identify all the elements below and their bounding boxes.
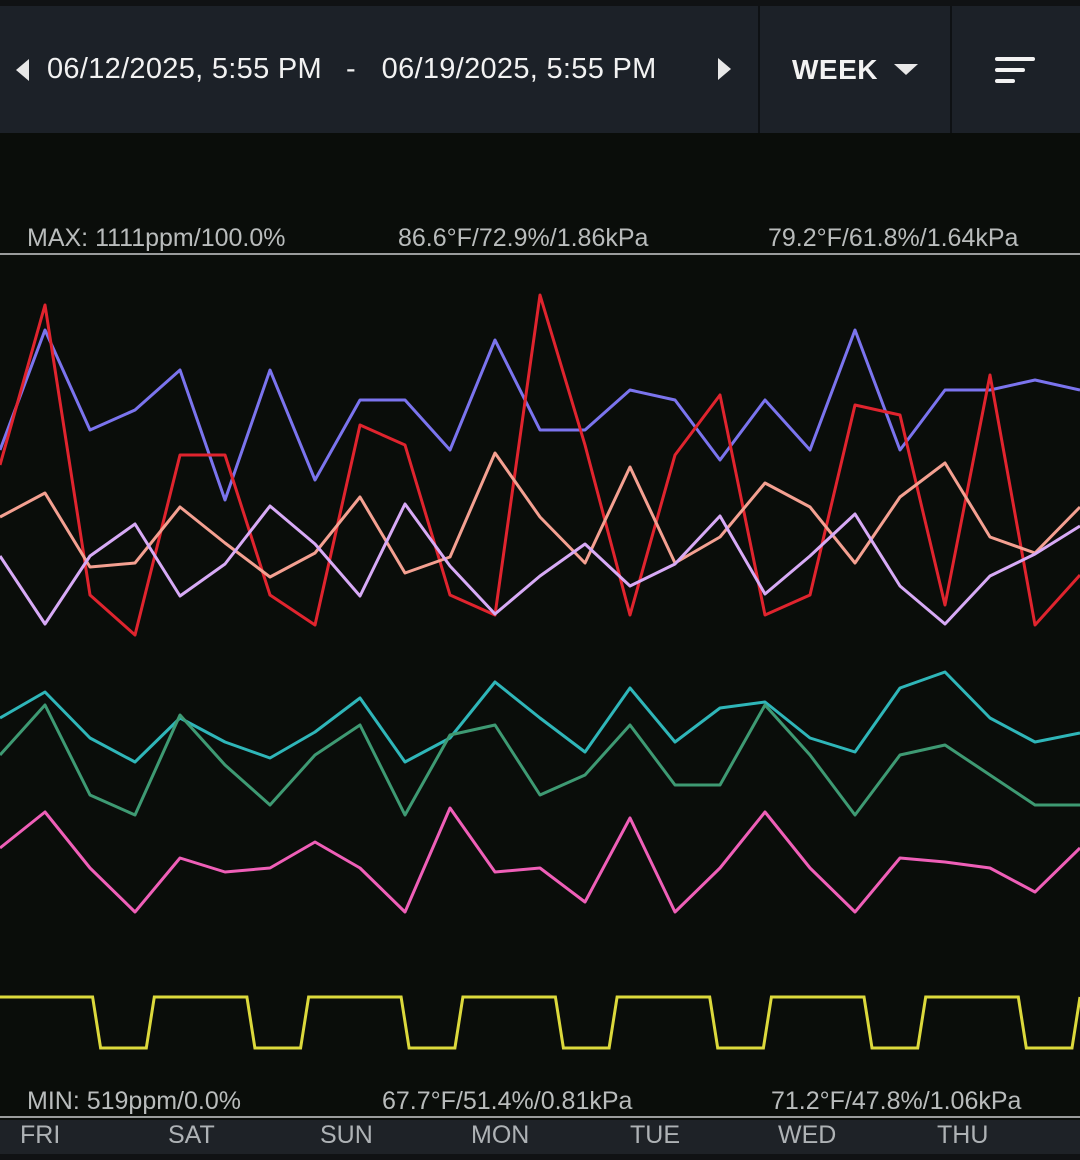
caret-down-icon [894, 64, 918, 75]
tick-label: WED [778, 1121, 837, 1149]
min-co2-label: MIN: 519ppm/0.0% [27, 1087, 241, 1115]
min-climate-a: 67.7°F/51.4%/0.81kPa [382, 1087, 633, 1115]
tick-label: FRI [20, 1121, 61, 1149]
header-divider [758, 6, 760, 133]
period-dropdown[interactable]: WEEK [760, 6, 950, 133]
tick-label: SAT [168, 1121, 215, 1149]
start-date[interactable]: 06/12/2025, 5:55 PM [47, 53, 322, 85]
range-header: 06/12/2025, 5:55 PM - 06/19/2025, 5:55 P… [0, 6, 1080, 133]
day-axis [0, 1120, 1080, 1154]
series-line [0, 502, 1080, 626]
sort-lines-icon [995, 56, 1035, 83]
sensor-chart [0, 293, 1080, 1050]
series-line [0, 293, 1080, 637]
max-climate-a: 86.6°F/72.9%/1.86kPa [398, 224, 649, 252]
end-date[interactable]: 06/19/2025, 5:55 PM [381, 53, 657, 85]
menu-button[interactable] [952, 6, 1080, 133]
nav-strip [0, 1154, 1080, 1160]
tick-label: THU [937, 1121, 989, 1149]
range-separator: - [345, 53, 356, 85]
series-line [0, 670, 1080, 764]
status-strip [0, 0, 1080, 6]
series-line [0, 806, 1080, 914]
tick-label: SUN [320, 1121, 373, 1149]
tick-label: TUE [630, 1121, 680, 1149]
min-climate-b: 71.2°F/47.8%/1.06kPa [771, 1087, 1022, 1115]
series-line [0, 995, 1080, 1050]
series-line [0, 451, 1080, 579]
max-divider [0, 253, 1080, 255]
chevron-right-icon[interactable] [718, 58, 731, 80]
series-line [0, 703, 1080, 817]
date-range: 06/12/2025, 5:55 PM - 06/19/2025, 5:55 P… [0, 6, 758, 133]
max-climate-b: 79.2°F/61.8%/1.64kPa [768, 224, 1019, 252]
series-line [0, 328, 1080, 502]
header-divider [950, 6, 952, 133]
min-divider [0, 1116, 1080, 1118]
tick-label: MON [471, 1121, 530, 1149]
chevron-left-icon[interactable] [16, 58, 29, 81]
max-co2-label: MAX: 1111ppm/100.0% [27, 224, 286, 252]
period-label: WEEK [792, 53, 878, 85]
